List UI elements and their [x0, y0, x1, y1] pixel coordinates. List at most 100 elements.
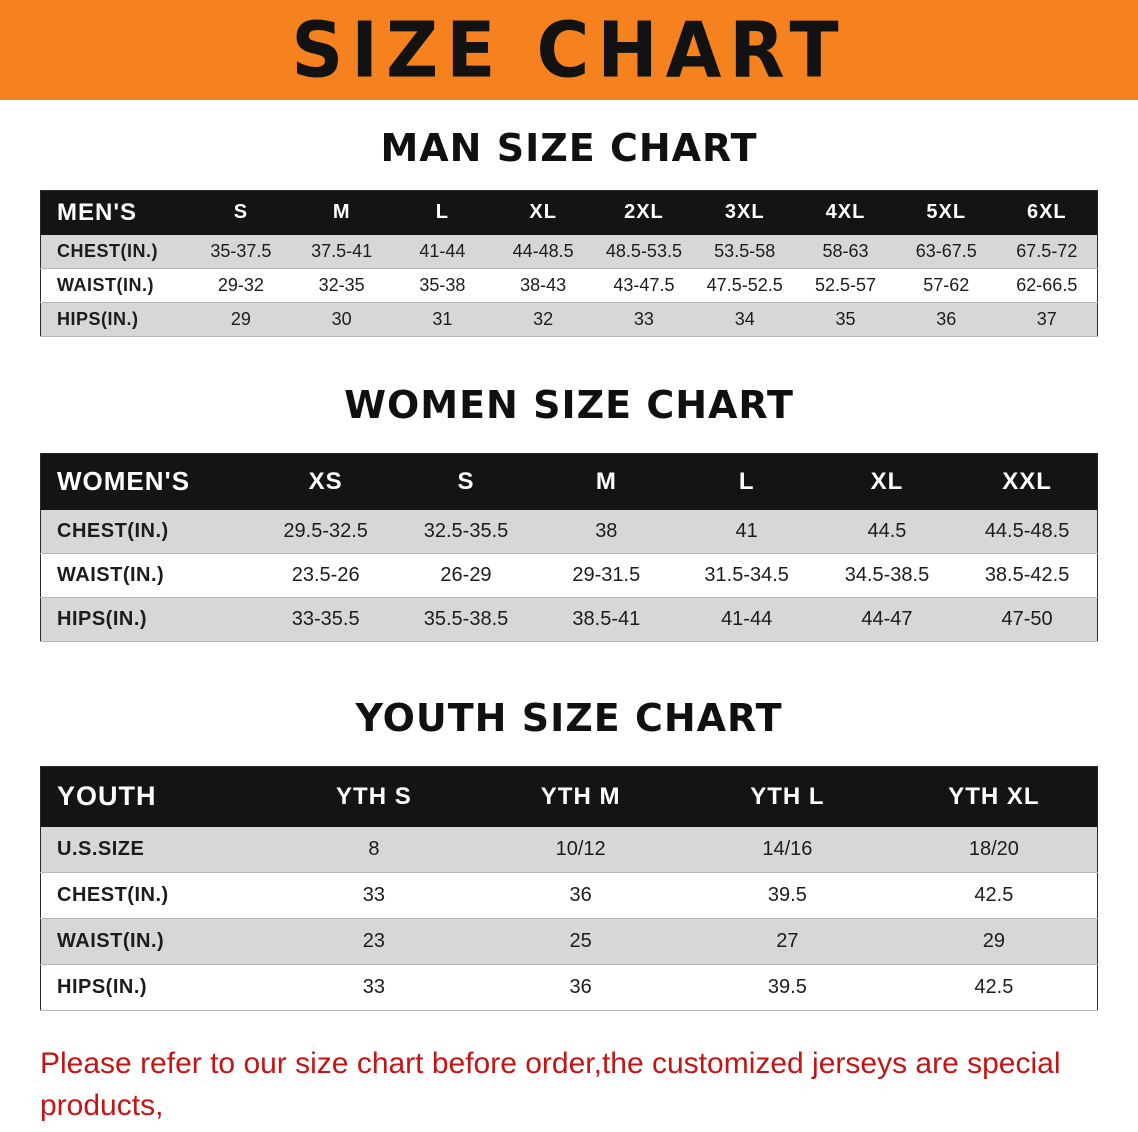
table-header-row: YOUTH YTH S YTH M YTH L YTH XL — [40, 766, 1098, 827]
size-column-header: 6XL — [1026, 201, 1067, 224]
youth-size-section: YOUTH SIZE CHART YOUTH YTH S YTH M YTH L YTH… — [0, 696, 1138, 1011]
size-value-cell: 35-38 — [392, 268, 493, 303]
size-column-header: S — [457, 467, 475, 495]
size-value-cell: 44-47 — [816, 597, 958, 642]
size-column-header: L — [738, 467, 755, 495]
youth-section-heading: YOUTH SIZE CHART — [355, 696, 783, 740]
size-value-cell: 29.5-32.5 — [255, 509, 396, 554]
women-size-table: WOMEN'S XS S M L XL XXL CHEST(IN.) 29.5-32.5 32.5… — [40, 453, 1098, 642]
size-value-cell: 43-47.5 — [593, 268, 695, 303]
size-value-cell: 52.5-57 — [795, 268, 896, 303]
size-value-cell: 29-31.5 — [536, 553, 677, 598]
row-label-cell: WAIST(IN.) — [40, 553, 256, 598]
row-label-cell: WAIST(IN.) — [40, 268, 191, 303]
size-value-cell: 44-48.5 — [492, 234, 594, 269]
size-column-header: YTH S — [336, 782, 412, 810]
size-value-cell: 42.5 — [890, 964, 1098, 1011]
size-value-cell: 35.5-38.5 — [395, 597, 537, 642]
size-value-cell: 29 — [890, 918, 1098, 965]
table-row: HIPS(IN.) 33-35.5 35.5-38.5 38.5-41 41-44 44-… — [40, 597, 1098, 642]
size-value-cell: 41 — [676, 509, 817, 554]
table-row: CHEST(IN.) 35-37.5 37.5-41 41-44 44-48.5 48.5… — [40, 234, 1098, 269]
size-value-cell: 37 — [996, 302, 1098, 337]
table-row: U.S.SIZE 8 10/12 14/16 18/20 — [40, 826, 1098, 873]
table-row: HIPS(IN.) 29 30 31 32 33 34 35 36 37 — [40, 302, 1098, 337]
men-section-heading: MAN SIZE CHART — [380, 126, 758, 170]
size-value-cell: 8 — [270, 826, 478, 873]
size-value-cell: 23 — [270, 918, 478, 965]
row-label-cell: CHEST(IN.) — [40, 509, 256, 554]
size-value-cell: 41-44 — [392, 234, 493, 269]
size-column-header: 4XL — [825, 201, 866, 224]
size-value-cell: 47.5-52.5 — [694, 268, 796, 303]
footer-notice: Please refer to our size chart before or… — [40, 1043, 1108, 1132]
size-column-header: S — [233, 201, 249, 224]
size-value-cell: 30 — [291, 302, 393, 337]
size-value-cell: 44.5-48.5 — [957, 509, 1098, 554]
size-value-cell: 57-62 — [895, 268, 997, 303]
size-value-cell: 10/12 — [477, 826, 684, 873]
size-value-cell: 35 — [795, 302, 896, 337]
size-value-cell: 33 — [270, 964, 478, 1011]
size-value-cell: 33-35.5 — [255, 597, 396, 642]
size-value-cell: 34 — [694, 302, 796, 337]
table-title-cell: WOMEN'S — [57, 466, 191, 497]
size-column-header: XXL — [1002, 467, 1052, 495]
table-title-cell: MEN'S — [57, 198, 138, 226]
row-label-cell: U.S.SIZE — [40, 826, 271, 873]
size-value-cell: 44.5 — [816, 509, 958, 554]
size-value-cell: 29-32 — [190, 268, 292, 303]
table-row: WAIST(IN.) 23.5-26 26-29 29-31.5 31.5-34.5 34… — [40, 553, 1098, 598]
size-value-cell: 25 — [477, 918, 684, 965]
size-value-cell: 31 — [392, 302, 493, 337]
row-label-cell: HIPS(IN.) — [40, 597, 256, 642]
size-value-cell: 35-37.5 — [190, 234, 292, 269]
size-column-header: YTH XL — [948, 782, 1040, 810]
row-label-cell: HIPS(IN.) — [40, 964, 271, 1011]
size-column-header: YTH M — [540, 782, 621, 810]
size-value-cell: 39.5 — [684, 872, 891, 919]
size-column-header: 3XL — [724, 201, 765, 224]
size-value-cell: 14/16 — [684, 826, 891, 873]
youth-size-table: YOUTH YTH S YTH M YTH L YTH XL U.S.SIZE 8 10/12… — [40, 766, 1098, 1011]
table-row: CHEST(IN.) 29.5-32.5 32.5-35.5 38 41 44.5 44.5… — [40, 509, 1098, 554]
size-value-cell: 31.5-34.5 — [676, 553, 817, 598]
table-header-row: WOMEN'S XS S M L XL XXL — [40, 453, 1098, 510]
size-column-header: XL — [870, 467, 904, 495]
men-size-table: MEN'S S M L XL 2XL 3XL 4XL 5XL 6XL CHEST(IN.) 35-37… — [40, 190, 1098, 337]
size-column-header: YTH L — [750, 782, 825, 810]
row-label-cell: CHEST(IN.) — [40, 234, 191, 269]
size-value-cell: 58-63 — [795, 234, 896, 269]
size-column-header: XS — [308, 467, 343, 495]
size-value-cell: 39.5 — [684, 964, 891, 1011]
size-value-cell: 32.5-35.5 — [395, 509, 537, 554]
size-value-cell: 36 — [477, 964, 684, 1011]
size-value-cell: 32-35 — [291, 268, 393, 303]
size-value-cell: 36 — [477, 872, 684, 919]
banner: SIZE CHART — [0, 0, 1138, 100]
notice-line-2: we don't accept cancel, change, teturn o… — [40, 1127, 1108, 1132]
size-value-cell: 33 — [593, 302, 695, 337]
table-row: WAIST(IN.) 29-32 32-35 35-38 38-43 43-47.5 47.… — [40, 268, 1098, 303]
size-value-cell: 53.5-58 — [694, 234, 796, 269]
size-column-header: M — [332, 201, 351, 224]
size-value-cell: 23.5-26 — [255, 553, 396, 598]
women-size-section: WOMEN SIZE CHART WOMEN'S XS S M L XL XXL CHEST(… — [0, 383, 1138, 642]
size-column-header: L — [435, 201, 450, 224]
row-label-cell: HIPS(IN.) — [40, 302, 191, 337]
size-value-cell: 38 — [536, 509, 677, 554]
size-value-cell: 36 — [895, 302, 997, 337]
size-value-cell: 62-66.5 — [996, 268, 1098, 303]
size-value-cell: 29 — [190, 302, 292, 337]
size-value-cell: 48.5-53.5 — [593, 234, 695, 269]
size-value-cell: 18/20 — [890, 826, 1098, 873]
row-label-cell: CHEST(IN.) — [40, 872, 271, 919]
size-value-cell: 26-29 — [395, 553, 537, 598]
men-size-section: MAN SIZE CHART MEN'S S M L XL 2XL 3XL 4XL 5XL 6XL… — [0, 126, 1138, 337]
women-section-heading: WOMEN SIZE CHART — [344, 383, 794, 427]
page-title: SIZE CHART — [291, 5, 847, 95]
table-title-cell: YOUTH — [57, 781, 157, 812]
size-value-cell: 32 — [492, 302, 594, 337]
table-row: CHEST(IN.) 33 36 39.5 42.5 — [40, 872, 1098, 919]
